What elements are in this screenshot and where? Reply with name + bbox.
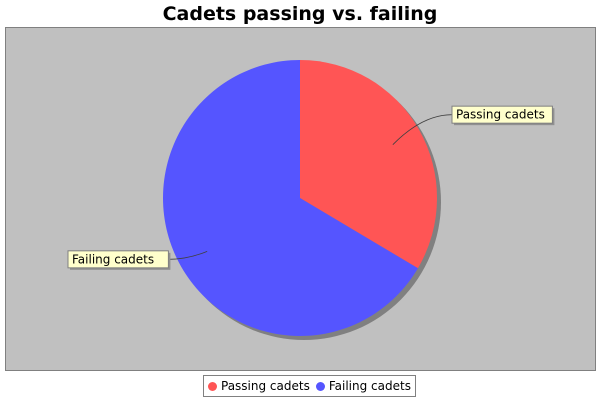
slice-label-passing: Passing cadets <box>451 105 555 126</box>
legend-label-passing: Passing cadets <box>221 379 310 393</box>
slice-passing <box>300 60 438 269</box>
slice-failing <box>162 60 418 336</box>
legend-item-failing: Failing cadets <box>315 379 411 393</box>
legend: Passing cadets Failing cadets <box>203 375 416 397</box>
chart-title: Cadets passing vs. failing <box>162 3 438 25</box>
slice-label-failing: Failing cadets <box>67 250 171 270</box>
slice-label-failing-text: Failing cadets <box>72 252 154 266</box>
pie-chart: Passing cadets Failing cadets <box>67 60 555 340</box>
legend-swatch-failing <box>315 381 325 391</box>
slice-label-passing-text: Passing cadets <box>456 108 545 122</box>
slice-label-failing-leader <box>168 250 208 260</box>
plot-area: Passing cadets Failing cadets <box>5 27 596 371</box>
slice-label-passing-leader <box>392 114 453 145</box>
legend-label-failing: Failing cadets <box>328 379 411 393</box>
legend-swatch-passing <box>208 381 217 391</box>
legend-item-passing: Passing cadets <box>208 379 310 393</box>
